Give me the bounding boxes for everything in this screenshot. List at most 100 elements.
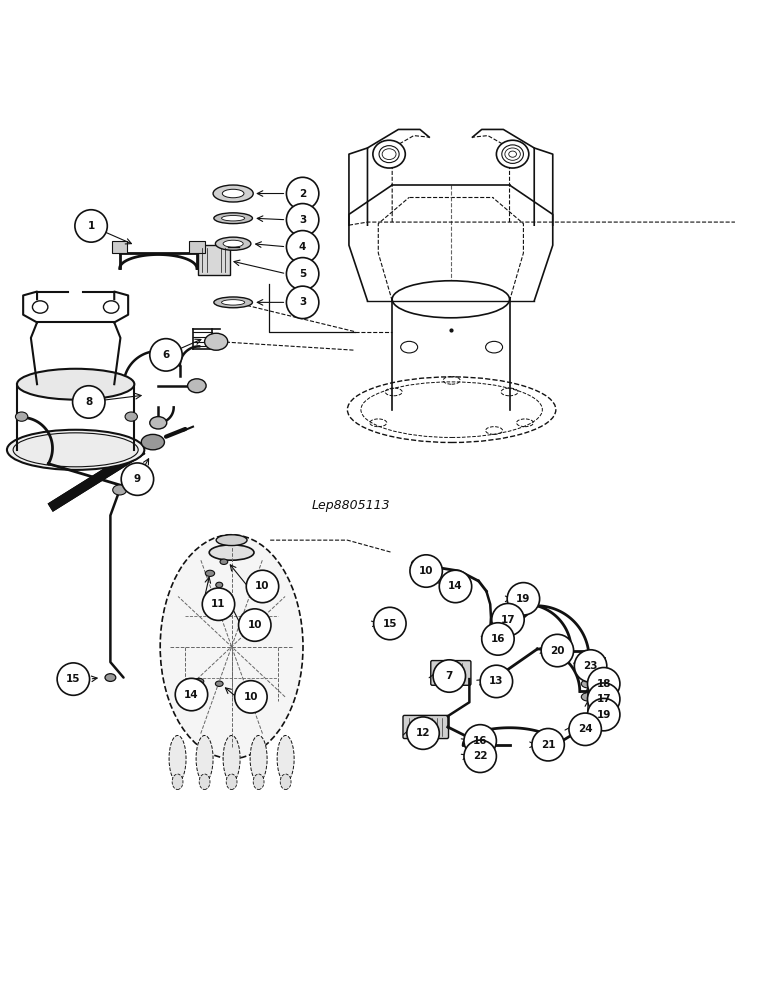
Circle shape — [482, 623, 514, 655]
Text: 15: 15 — [383, 619, 397, 629]
Circle shape — [175, 678, 208, 711]
Ellipse shape — [199, 774, 210, 790]
Ellipse shape — [466, 751, 478, 759]
Ellipse shape — [222, 216, 245, 221]
Circle shape — [480, 665, 513, 698]
FancyBboxPatch shape — [431, 661, 471, 685]
Ellipse shape — [113, 485, 127, 495]
Text: Lep8805113: Lep8805113 — [312, 499, 391, 512]
Ellipse shape — [533, 741, 544, 749]
Text: 14: 14 — [185, 690, 198, 700]
Ellipse shape — [222, 300, 245, 305]
Circle shape — [492, 603, 524, 636]
Circle shape — [286, 204, 319, 236]
Text: 16: 16 — [473, 736, 487, 746]
Circle shape — [541, 634, 574, 667]
Text: 19: 19 — [597, 710, 611, 720]
Ellipse shape — [411, 560, 422, 567]
Circle shape — [286, 231, 319, 263]
Text: 21: 21 — [541, 740, 555, 750]
Ellipse shape — [223, 240, 243, 247]
Text: 3: 3 — [299, 215, 306, 225]
Ellipse shape — [392, 281, 510, 318]
Ellipse shape — [215, 582, 222, 588]
Text: 10: 10 — [256, 581, 269, 591]
Ellipse shape — [222, 189, 244, 198]
Ellipse shape — [502, 145, 523, 163]
Ellipse shape — [542, 646, 554, 655]
FancyBboxPatch shape — [112, 241, 127, 253]
Circle shape — [410, 555, 442, 587]
Ellipse shape — [209, 545, 254, 560]
Circle shape — [246, 570, 279, 603]
Text: 13: 13 — [489, 676, 503, 686]
Circle shape — [286, 177, 319, 210]
Circle shape — [407, 717, 439, 749]
Circle shape — [433, 660, 466, 692]
Ellipse shape — [581, 654, 595, 663]
Circle shape — [587, 668, 620, 700]
Ellipse shape — [32, 301, 48, 313]
Text: 4: 4 — [299, 242, 306, 252]
Ellipse shape — [496, 140, 529, 168]
Ellipse shape — [466, 735, 479, 743]
Ellipse shape — [214, 213, 252, 224]
FancyBboxPatch shape — [403, 715, 449, 739]
Ellipse shape — [205, 570, 215, 576]
Ellipse shape — [226, 774, 237, 790]
Text: 19: 19 — [516, 594, 530, 604]
Text: 14: 14 — [449, 581, 462, 591]
Text: 10: 10 — [248, 620, 262, 630]
Ellipse shape — [17, 369, 134, 400]
Ellipse shape — [571, 720, 584, 728]
Ellipse shape — [214, 297, 252, 308]
Ellipse shape — [213, 185, 253, 202]
Circle shape — [73, 386, 105, 418]
Text: 17: 17 — [501, 615, 515, 625]
Circle shape — [121, 463, 154, 495]
Text: 8: 8 — [85, 397, 93, 407]
Text: 22: 22 — [473, 751, 487, 761]
Text: 15: 15 — [66, 674, 80, 684]
Text: 24: 24 — [578, 724, 592, 734]
Circle shape — [569, 713, 601, 745]
Circle shape — [507, 583, 540, 615]
Ellipse shape — [169, 735, 186, 782]
Ellipse shape — [125, 412, 137, 421]
Circle shape — [374, 607, 406, 640]
Ellipse shape — [196, 735, 213, 782]
Ellipse shape — [105, 674, 116, 681]
Circle shape — [464, 740, 496, 773]
Ellipse shape — [161, 535, 303, 759]
Ellipse shape — [220, 559, 228, 564]
Circle shape — [464, 725, 496, 757]
Ellipse shape — [172, 774, 183, 790]
Text: 16: 16 — [491, 634, 505, 644]
Circle shape — [286, 286, 319, 319]
Circle shape — [532, 729, 564, 761]
Ellipse shape — [215, 681, 223, 686]
Circle shape — [574, 650, 607, 682]
Text: 10: 10 — [244, 692, 258, 702]
Circle shape — [286, 258, 319, 290]
Ellipse shape — [103, 301, 119, 313]
Text: 7: 7 — [445, 671, 453, 681]
Text: 18: 18 — [597, 679, 611, 689]
Text: 9: 9 — [134, 474, 141, 484]
Ellipse shape — [223, 735, 240, 782]
Circle shape — [439, 570, 472, 603]
Ellipse shape — [15, 412, 28, 421]
Circle shape — [587, 683, 620, 715]
Ellipse shape — [7, 430, 144, 470]
Ellipse shape — [581, 667, 595, 676]
Ellipse shape — [508, 595, 519, 603]
Text: 23: 23 — [584, 661, 598, 671]
Text: 3: 3 — [299, 297, 306, 307]
Ellipse shape — [381, 619, 391, 625]
Ellipse shape — [253, 774, 264, 790]
Ellipse shape — [13, 433, 138, 467]
Circle shape — [202, 588, 235, 620]
FancyBboxPatch shape — [189, 241, 205, 253]
Ellipse shape — [205, 333, 228, 350]
Ellipse shape — [150, 417, 167, 429]
